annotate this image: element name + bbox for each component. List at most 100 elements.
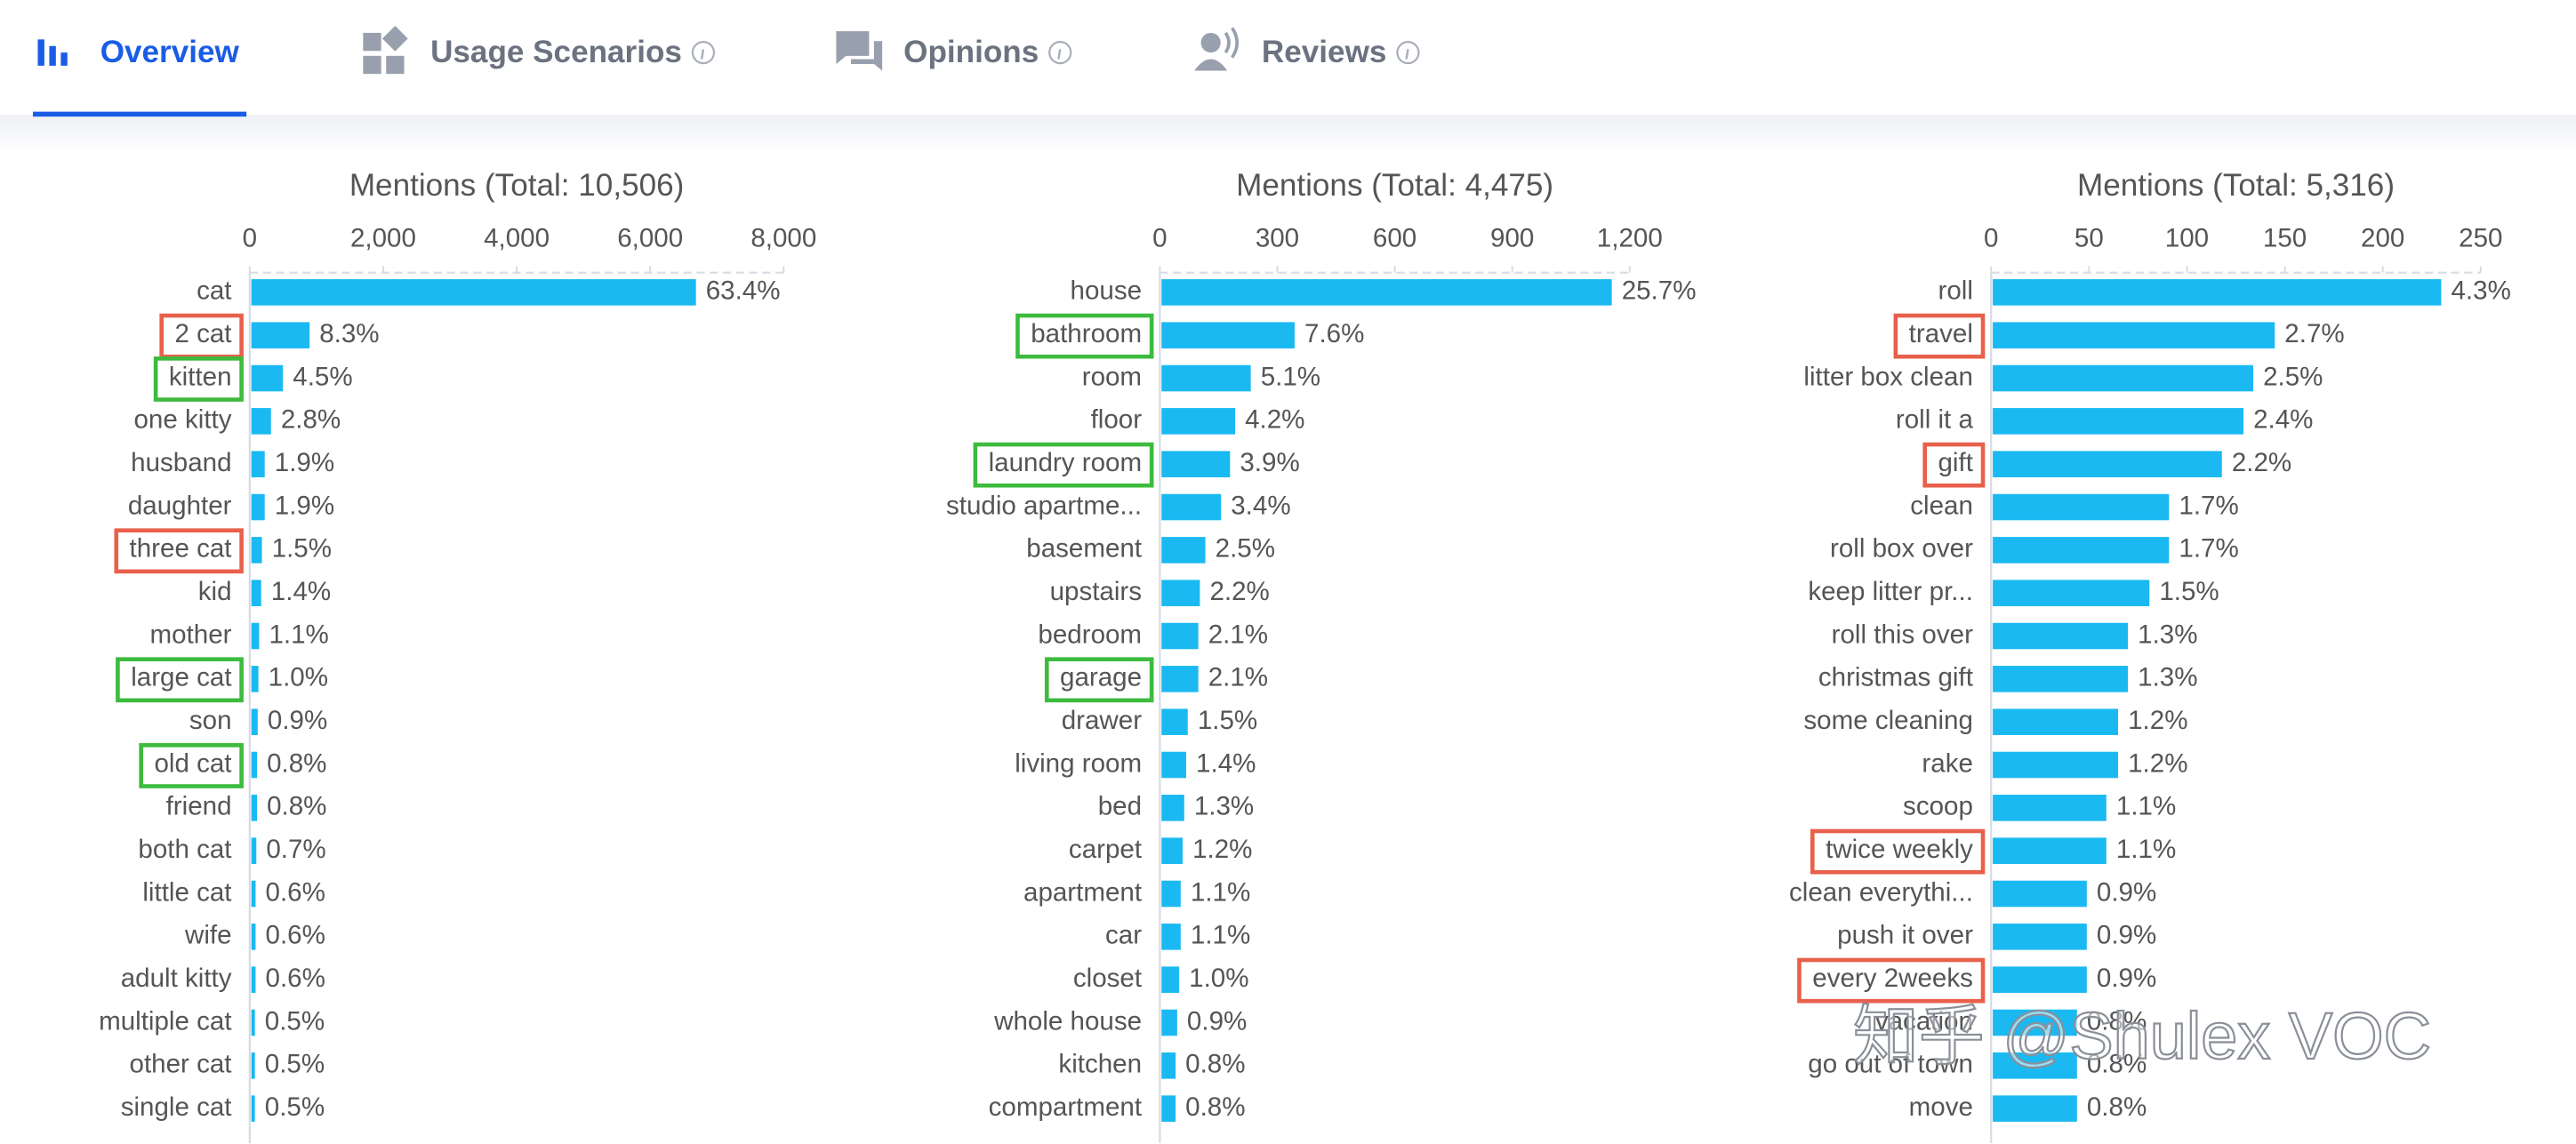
category-label: other cat	[130, 1050, 232, 1079]
category-label: 2 cat	[174, 319, 231, 348]
value-label: 2.5%	[1216, 534, 1275, 564]
value-label: 1.2%	[2128, 748, 2187, 778]
value-label: 1.1%	[1191, 877, 1250, 907]
info-icon-mark	[1057, 49, 1062, 60]
x-tick-label: 250	[2459, 224, 2502, 253]
value-label: 25.7%	[1622, 276, 1697, 306]
bar	[1161, 880, 1181, 908]
bar	[251, 1052, 255, 1079]
x-tick-label: 900	[1490, 224, 1534, 253]
category-label: roll	[1938, 276, 1973, 306]
value-label: 2.7%	[2284, 319, 2344, 348]
value-label: 0.6%	[266, 921, 325, 950]
bar	[251, 1095, 255, 1122]
category-label: kitchen	[1058, 1050, 1142, 1079]
value-label: 0.6%	[266, 877, 325, 907]
tab-label[interactable]: Reviews	[1262, 35, 1386, 69]
bar	[1993, 880, 2087, 908]
value-label: 0.8%	[2087, 1050, 2147, 1079]
category-label: multiple cat	[99, 1006, 231, 1036]
category-label: one kitty	[133, 405, 231, 435]
category-label: gift	[1938, 448, 1973, 477]
category-label: push it over	[1837, 921, 1973, 950]
value-label: 1.7%	[2179, 491, 2238, 520]
value-label: 1.1%	[2116, 835, 2176, 864]
bar	[1993, 537, 2170, 564]
value-label: 2.4%	[2253, 405, 2313, 435]
value-label: 0.5%	[265, 1092, 325, 1122]
bar	[1161, 924, 1181, 950]
value-label: 1.5%	[2159, 577, 2219, 606]
category-label: living room	[1015, 748, 1142, 778]
category-label: garage	[1060, 663, 1142, 692]
bar	[251, 537, 262, 564]
label-highlight-box	[153, 356, 244, 402]
value-label: 0.8%	[1185, 1050, 1245, 1079]
tab-label[interactable]: Usage Scenarios	[430, 35, 682, 69]
tab-label[interactable]: Opinions	[903, 35, 1039, 69]
tab-label[interactable]: Overview	[100, 35, 240, 69]
label-highlight-box	[1044, 657, 1154, 703]
x-tick-label: 1,200	[1597, 224, 1663, 253]
bar	[1993, 1009, 2077, 1036]
value-label: 0.9%	[2097, 964, 2156, 993]
value-label: 1.3%	[2138, 663, 2197, 692]
value-label: 0.9%	[2097, 921, 2156, 950]
bar	[1161, 408, 1236, 435]
value-label: 0.7%	[266, 835, 325, 864]
bar	[251, 451, 265, 477]
info-icon-mark	[1405, 49, 1409, 60]
bar	[1993, 364, 2253, 392]
bar	[1161, 364, 1251, 392]
value-label: 0.8%	[2087, 1092, 2147, 1122]
category-label: go out of town	[1808, 1050, 1973, 1079]
label-highlight-box	[1797, 957, 1986, 1004]
bar	[1161, 1095, 1176, 1122]
label-highlight-box	[1810, 828, 1986, 875]
bar	[1161, 1052, 1176, 1079]
value-label: 8.3%	[319, 319, 379, 348]
bar	[1993, 751, 2119, 779]
bar	[251, 622, 260, 650]
axis-title: Mentions (Total: 10,506)	[349, 168, 685, 203]
category-label: travel	[1909, 319, 1973, 348]
label-highlight-box	[114, 528, 244, 574]
bar	[1993, 1052, 2077, 1079]
bar	[1161, 837, 1184, 864]
bar	[1161, 751, 1186, 779]
category-label: friend	[166, 792, 232, 821]
bar	[1161, 966, 1180, 993]
bar	[1161, 493, 1222, 521]
value-label: 1.9%	[275, 491, 334, 520]
category-label: move	[1909, 1092, 1973, 1122]
bar	[251, 493, 265, 521]
category-label: vacation	[1875, 1006, 1973, 1036]
value-label: 0.8%	[267, 748, 326, 778]
info-icon	[1396, 41, 1420, 65]
value-label: 1.3%	[2138, 620, 2197, 649]
category-label: clean	[1910, 491, 1973, 520]
bar	[251, 751, 258, 779]
bar	[251, 708, 258, 735]
value-label: 1.9%	[275, 448, 334, 477]
value-label: 1.1%	[1191, 921, 1250, 950]
category-label: christmas gift	[1818, 663, 1973, 692]
label-highlight-box	[1015, 313, 1154, 359]
bar	[1161, 580, 1200, 606]
x-tick-label: 50	[2074, 224, 2104, 253]
bar	[251, 795, 258, 821]
category-label: keep litter pr...	[1808, 577, 1973, 606]
bar	[251, 966, 256, 993]
info-icon	[1048, 41, 1072, 65]
value-label: 1.4%	[1196, 748, 1256, 778]
bar	[1993, 837, 2107, 864]
category-label: large cat	[131, 663, 231, 692]
watermark: 知乎 @Shulex VOC	[1853, 999, 2431, 1073]
bar	[1993, 708, 2119, 735]
value-label: 63.4%	[706, 276, 781, 306]
bar	[251, 322, 310, 348]
category-label: laundry room	[989, 448, 1142, 477]
category-label: basement	[1026, 534, 1142, 564]
